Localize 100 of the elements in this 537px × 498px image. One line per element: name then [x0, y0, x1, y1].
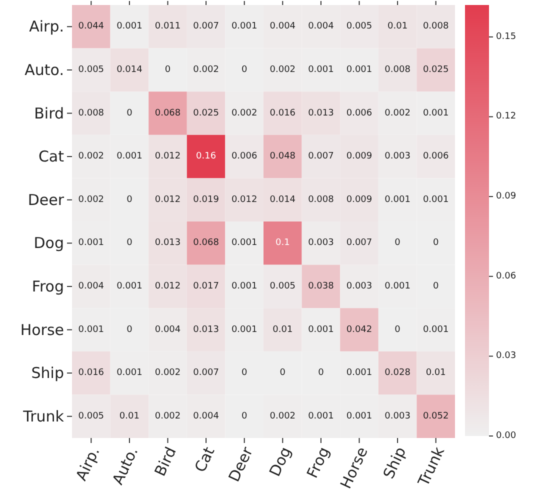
data-label: 0.004	[154, 324, 181, 335]
x-tick-label: Dog	[266, 444, 295, 480]
x-tick-label: Bird	[150, 444, 180, 479]
data-label: 0.025	[422, 64, 449, 75]
data-label: 0	[241, 411, 248, 422]
data-label: 0.013	[154, 238, 181, 248]
data-label: 0	[432, 281, 439, 292]
data-label: 0.002	[78, 152, 104, 162]
data-label: 0.01	[272, 324, 293, 335]
data-label: 0.001	[422, 194, 449, 205]
x-tick-label: Ship	[380, 444, 410, 482]
data-label: 0.001	[78, 324, 104, 335]
y-tick-label: Ship	[31, 364, 64, 382]
data-label: 0.008	[78, 108, 104, 118]
data-label: 0.002	[270, 64, 296, 75]
data-label: 0.014	[270, 194, 296, 205]
data-label: 0.001	[231, 281, 258, 292]
data-label: 0.001	[116, 22, 142, 32]
y-tick-label: Cat	[38, 148, 64, 166]
data-label: 0.007	[308, 152, 334, 162]
data-label: 0.019	[193, 194, 220, 205]
data-label: 0.003	[384, 411, 410, 422]
data-label: 0.002	[270, 411, 296, 422]
data-label: 0.001	[346, 64, 372, 75]
data-label: 0.002	[154, 368, 181, 378]
data-label: 0.005	[270, 281, 296, 292]
data-label: 0.011	[154, 22, 181, 32]
y-tick-label: Frog	[32, 277, 64, 296]
data-label: 0	[241, 368, 248, 378]
data-label: 0.017	[193, 281, 219, 292]
data-label: 0.002	[384, 108, 410, 118]
data-label: 0.001	[422, 324, 449, 335]
data-label: 0.009	[346, 194, 372, 205]
data-label: 0.01	[426, 368, 446, 378]
data-label: 0.006	[231, 152, 258, 162]
data-label: 0.002	[193, 64, 219, 75]
data-label: 0.007	[346, 238, 372, 248]
x-tick-label: Auto.	[108, 444, 142, 488]
y-tick-label: Deer	[28, 190, 65, 209]
data-label: 0.038	[308, 281, 334, 292]
data-label: 0.003	[346, 281, 372, 292]
data-label: 0.001	[231, 324, 258, 335]
data-label: 0.013	[193, 324, 219, 335]
y-tick-label: Auto.	[24, 60, 64, 79]
data-label: 0.001	[422, 108, 449, 118]
data-label: 0.016	[78, 368, 104, 378]
x-tick-label: Frog	[303, 444, 334, 481]
data-label: 0.01	[119, 411, 140, 422]
data-label: 0	[280, 368, 286, 378]
data-label: 0.012	[154, 194, 181, 205]
data-label: 0	[432, 238, 439, 248]
data-label: 0.001	[308, 411, 334, 422]
x-tick-label: Cat	[191, 444, 218, 475]
data-label: 0.003	[384, 152, 410, 162]
data-label: 0.001	[78, 238, 104, 248]
data-label: 0.001	[384, 281, 410, 292]
data-label: 0.004	[193, 411, 220, 422]
y-tick-label: Dog	[34, 234, 64, 252]
data-label: 0.013	[308, 108, 334, 118]
data-label: 0.01	[388, 22, 408, 32]
data-label: 0	[126, 108, 133, 118]
data-label: 0	[164, 64, 171, 75]
color-bar-label: 0.12	[496, 112, 516, 122]
color-bar-label: 0.06	[496, 271, 516, 282]
data-label: 0.001	[116, 368, 142, 378]
data-label: 0	[126, 238, 133, 248]
data-label: 0.005	[78, 64, 104, 75]
data-label: 0.008	[422, 22, 450, 32]
data-label: 0.001	[346, 411, 372, 422]
data-label: 0.016	[270, 108, 296, 118]
data-label: 0.008	[308, 194, 334, 205]
color-bar-label: 0.09	[496, 192, 516, 202]
data-label: 0.002	[231, 108, 258, 118]
data-label: 0.001	[116, 281, 142, 292]
data-label: 0.002	[78, 194, 104, 205]
data-label: 0	[241, 64, 248, 75]
data-label: 0.025	[193, 108, 219, 118]
data-label: 0	[126, 194, 133, 205]
data-label: 0.068	[154, 108, 181, 118]
y-tick-label: Horse	[20, 320, 64, 339]
x-tick-label: Airp.	[72, 444, 104, 484]
x-tick-label: Deer	[224, 443, 257, 485]
data-label: 0.012	[154, 281, 181, 292]
data-label: 0.004	[78, 281, 104, 292]
y-tick-label: Airp.	[29, 18, 64, 36]
data-label: 0.1	[275, 238, 290, 248]
data-label: 0.048	[270, 152, 296, 162]
color-bar-label: 0.00	[496, 431, 516, 441]
data-label: 0.052	[422, 411, 449, 422]
data-label: 0.006	[346, 108, 372, 118]
data-label: 0.007	[193, 368, 219, 378]
data-label: 0.16	[196, 152, 216, 162]
color-bar-label: 0.03	[496, 351, 516, 362]
data-label: 0.002	[154, 411, 181, 422]
data-label: 0.028	[384, 368, 411, 378]
color-bar-label: 0.15	[496, 32, 516, 42]
data-label: 0.005	[346, 22, 372, 32]
data-label: 0.004	[270, 22, 296, 32]
data-label: 0.044	[78, 22, 104, 32]
y-tick-label: Trunk	[22, 407, 64, 426]
